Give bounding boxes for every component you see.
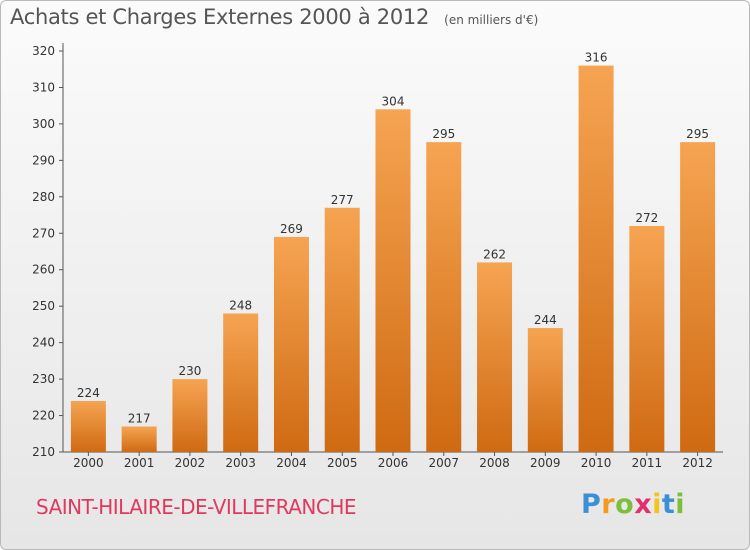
bar [426, 142, 462, 453]
bar-value-label: 224 [77, 386, 100, 400]
bar-value-label: 262 [483, 247, 506, 261]
y-tick-label: 250 [32, 299, 55, 313]
commune-name: SAINT-HILAIRE-DE-VILLEFRANCHE [36, 495, 357, 519]
x-tick-label: 2009 [530, 456, 561, 470]
y-tick-label: 310 [32, 80, 55, 94]
y-tick-label: 220 [32, 409, 55, 423]
y-tick-label: 280 [32, 190, 55, 204]
x-tick-label: 2003 [225, 456, 256, 470]
bar-value-label: 304 [382, 94, 405, 108]
bar-value-label: 269 [280, 222, 303, 236]
x-tick-label: 2007 [428, 456, 459, 470]
bar [680, 142, 716, 453]
y-tick-label: 260 [32, 263, 55, 277]
x-tick-label: 2004 [276, 456, 307, 470]
bar-value-label: 244 [534, 313, 557, 327]
chart-title: Achats et Charges Externes 2000 à 2012 [10, 5, 430, 29]
bar [375, 109, 411, 452]
bar-value-label: 230 [178, 364, 201, 378]
bar [527, 328, 563, 452]
x-tick-label: 2005 [327, 456, 358, 470]
x-tick-label: 2006 [378, 456, 409, 470]
chart-title-row: Achats et Charges Externes 2000 à 2012 (… [10, 5, 538, 29]
y-tick-label: 240 [32, 336, 55, 350]
bar-value-label: 295 [432, 127, 455, 141]
bar [172, 379, 208, 452]
chart-subtitle: (en milliers d'€) [444, 13, 539, 27]
bar-value-label: 272 [635, 211, 658, 225]
y-tick-label: 300 [32, 117, 55, 131]
x-tick-label: 2012 [682, 456, 713, 470]
y-tick-label: 230 [32, 372, 55, 386]
bar [273, 236, 309, 452]
bar [629, 225, 665, 452]
x-tick-label: 2010 [581, 456, 612, 470]
x-tick-label: 2002 [175, 456, 206, 470]
x-tick-label: 2011 [632, 456, 663, 470]
x-tick-label: 2001 [124, 456, 155, 470]
proxiti-logo: Proxiti [581, 489, 686, 520]
y-tick-label: 270 [32, 226, 55, 240]
y-tick-label: 290 [32, 153, 55, 167]
bar [70, 400, 106, 452]
bar [223, 313, 259, 452]
x-tick-label: 2008 [479, 456, 510, 470]
x-tick-label: 2000 [73, 456, 104, 470]
bar-value-label: 316 [585, 51, 608, 65]
y-tick-label: 210 [32, 445, 55, 459]
y-tick-label: 320 [32, 44, 55, 58]
bar [121, 426, 157, 452]
bar-value-label: 295 [686, 127, 709, 141]
bar [324, 207, 360, 452]
bar [578, 65, 614, 452]
bar-value-label: 248 [229, 298, 252, 312]
bar-value-label: 277 [331, 193, 354, 207]
bar [477, 262, 513, 452]
bar-value-label: 217 [128, 411, 151, 425]
